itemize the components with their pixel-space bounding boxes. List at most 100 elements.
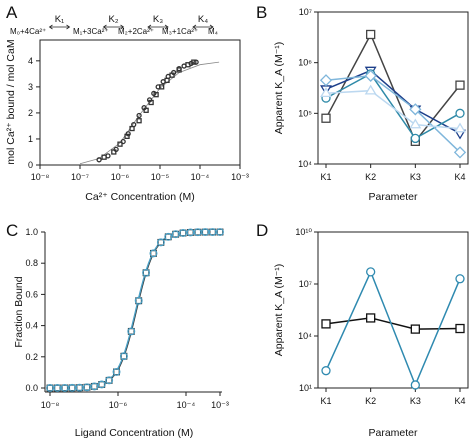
panel-b-x-tick-label: K2 bbox=[365, 172, 376, 182]
scheme-arrow-head bbox=[147, 24, 152, 30]
panel-c-point bbox=[127, 327, 136, 336]
panel-b-point bbox=[409, 118, 422, 129]
panel-b-x-tick-label: K4 bbox=[454, 172, 465, 182]
panel-d-point bbox=[366, 267, 376, 277]
panel-c-x-tick-label: 10⁻⁴ bbox=[177, 400, 196, 410]
scheme-state: M₁+3Ca²⁺ bbox=[73, 27, 109, 36]
panel-c-point bbox=[201, 228, 210, 237]
panel-c-y-tick-label: 0.4 bbox=[25, 321, 38, 331]
panel-c-series-line bbox=[50, 231, 220, 389]
scheme-state: M₀+4Ca²⁺ bbox=[10, 27, 46, 36]
panel-c-point bbox=[193, 228, 202, 237]
panel-d-chart: K1 K2 K3 K4 10¹ 10⁴ 10⁷ 10¹⁰ Parameter Apparent… bbox=[273, 227, 469, 439]
panel-c-x-tick-label: 10⁻³ bbox=[211, 400, 229, 410]
panel-c-y-tick-label: 0.6 bbox=[25, 289, 38, 299]
panel-b-point bbox=[409, 103, 422, 116]
panel-b-series-line bbox=[325, 69, 461, 135]
panel-letter-a: A bbox=[6, 3, 18, 22]
panel-a-point bbox=[96, 157, 102, 163]
panel-c-series-line bbox=[50, 231, 220, 389]
panel-a-point bbox=[124, 133, 130, 140]
panel-b-point bbox=[455, 108, 465, 118]
panel-c-point bbox=[83, 383, 91, 392]
panel-a-point bbox=[111, 149, 117, 155]
panel-d-point bbox=[410, 324, 420, 334]
panel-b-frame bbox=[317, 11, 469, 165]
panel-b-point bbox=[319, 74, 333, 87]
scheme-arrow-head bbox=[102, 24, 107, 30]
panel-b-y-tick-label: 10⁷ bbox=[299, 7, 312, 17]
panel-c-x-tick-label: 10⁻⁶ bbox=[109, 400, 128, 410]
panel-c-point bbox=[46, 384, 54, 392]
panel-a-y-label: mol Ca²⁺ bound / mol CaM bbox=[5, 39, 17, 164]
panel-d-point bbox=[410, 380, 420, 390]
panel-b-y-tick-label: 10⁵ bbox=[298, 108, 312, 118]
panel-c-point bbox=[119, 352, 128, 361]
panel-b-point bbox=[320, 87, 332, 98]
panel-a-x-label: Ca²⁺ Concentration (M) bbox=[85, 191, 194, 203]
panel-a-point bbox=[191, 59, 197, 65]
panel-a-point bbox=[185, 62, 191, 68]
panel-c-point bbox=[105, 376, 114, 385]
panel-letter-d: D bbox=[256, 221, 268, 240]
panel-c-point bbox=[68, 383, 77, 392]
panel-b-point bbox=[321, 113, 331, 123]
panel-c-point bbox=[90, 382, 99, 391]
panel-a-y-tick-label: 1 bbox=[28, 134, 33, 144]
panel-a-point bbox=[176, 67, 182, 73]
panel-d-y-tick-label: 10⁷ bbox=[299, 279, 312, 289]
scheme-arrow-head bbox=[209, 24, 214, 30]
panel-c-y-tick-label: 0.0 bbox=[25, 383, 38, 393]
panel-b-series-line bbox=[325, 89, 461, 130]
panel-a-point bbox=[148, 99, 154, 106]
panel-c-point bbox=[186, 228, 195, 237]
panel-b-point bbox=[453, 146, 467, 159]
panel-c-point bbox=[112, 367, 121, 376]
panel-d-point bbox=[366, 313, 376, 323]
scheme-state: M₄ bbox=[208, 27, 218, 36]
scheme-arrow-head bbox=[66, 24, 71, 30]
panel-c-point bbox=[97, 380, 106, 389]
panel-a-point bbox=[164, 77, 170, 84]
panel-c-chart: 10⁻⁸ 10⁻⁶ 10⁻⁴ 10⁻³ 0.0 0.2 0.4 0.6 0.8 1.0 Ligan… bbox=[13, 227, 229, 439]
panel-a-point bbox=[136, 112, 142, 119]
panel-d-y-tick-label: 10¹ bbox=[299, 383, 312, 393]
panel-c-point bbox=[216, 228, 224, 236]
panel-b-point bbox=[364, 69, 377, 82]
panel-a-x-tick-label: 10⁻⁸ bbox=[31, 172, 50, 182]
panel-a-x-tick-label: 10⁻³ bbox=[231, 172, 249, 182]
panel-a-x-tick-label: 10⁻⁷ bbox=[71, 172, 89, 182]
panel-a-point bbox=[136, 118, 142, 124]
panel-c-x-label: Ligand Concentration (M) bbox=[75, 427, 193, 439]
scheme-arrow-head bbox=[192, 24, 197, 30]
panel-d-x-tick-label: K4 bbox=[454, 396, 465, 406]
panel-a-frame bbox=[39, 39, 241, 166]
panel-a-point bbox=[143, 107, 149, 113]
panel-b-point bbox=[364, 84, 377, 95]
scheme-constant: K₁ bbox=[55, 14, 65, 25]
panel-c-y-tick-label: 0.8 bbox=[25, 258, 38, 268]
panel-c-y-tick-label: 1.0 bbox=[25, 227, 38, 237]
panel-c-point bbox=[149, 249, 158, 258]
panel-a-point bbox=[101, 154, 107, 160]
panel-a-y-tick-label: 0 bbox=[28, 160, 33, 170]
panel-c-point bbox=[156, 238, 165, 247]
panel-a-point bbox=[169, 72, 175, 78]
panel-a-chart: M₀+4Ca²⁺ M₁+3Ca²⁺ M₂+2Ca²⁺ M₃+1Ca²⁺ M₄ K₁ K₂ K₃… bbox=[5, 14, 249, 203]
panel-a-y-tick-label: 4 bbox=[28, 56, 33, 66]
panel-c-point bbox=[53, 384, 62, 392]
panel-b-point bbox=[455, 80, 465, 90]
scheme-constant: K₂ bbox=[108, 14, 118, 25]
panel-d-point bbox=[321, 366, 331, 376]
panel-d-point bbox=[455, 323, 465, 334]
scheme-constant: K₃ bbox=[153, 14, 163, 25]
panel-b-x-tick-label: K1 bbox=[320, 172, 331, 182]
scheme-state: M₃+1Ca²⁺ bbox=[162, 27, 198, 36]
panel-d-y-tick-label: 10⁴ bbox=[298, 331, 312, 341]
panel-d-y-label: Apparent K_A (M⁻¹) bbox=[273, 264, 285, 357]
panel-a-fit-curve bbox=[79, 61, 220, 165]
scheme-arrow-head bbox=[164, 24, 169, 30]
panel-a-y-tick-label: 2 bbox=[28, 108, 33, 118]
panel-b-x-label: Parameter bbox=[368, 191, 418, 203]
